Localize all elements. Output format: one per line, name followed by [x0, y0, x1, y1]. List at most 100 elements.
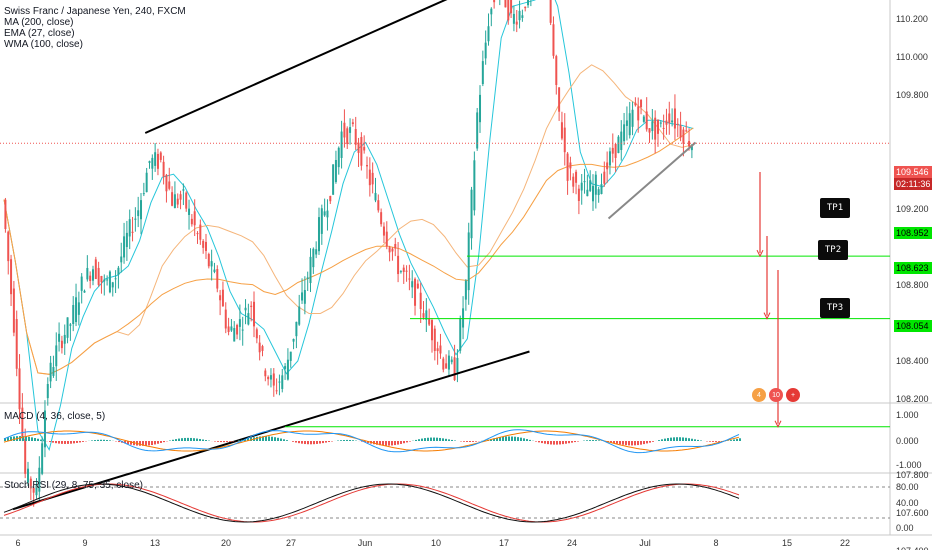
candle-body — [281, 375, 284, 389]
candle-body — [210, 261, 213, 267]
time-tick-label: Jul — [639, 538, 651, 548]
macd-histogram-bar — [415, 439, 417, 441]
macd-histogram-bar — [550, 441, 552, 445]
plus-icon[interactable]: + — [786, 388, 800, 402]
macd-histogram-bar — [64, 441, 66, 444]
macd-histogram-bar — [565, 441, 567, 444]
macd-histogram-bar — [493, 438, 495, 441]
candle-body — [63, 334, 66, 344]
macd-histogram-bar — [619, 441, 621, 445]
macd-histogram-bar — [70, 441, 72, 444]
macd-histogram-bar — [37, 438, 39, 441]
candle-body — [524, 6, 527, 9]
candle-body — [120, 256, 123, 263]
candle-body — [315, 249, 318, 255]
candle-body — [575, 171, 578, 183]
macd-histogram-bar — [307, 441, 309, 445]
macd-histogram-bar — [499, 437, 501, 441]
macd-histogram-bar — [319, 441, 321, 444]
tp2-badge: TP2 — [818, 240, 848, 260]
candle-body — [272, 373, 275, 386]
candle-body — [202, 240, 205, 248]
time-tick-label: 15 — [782, 538, 792, 548]
macd-histogram-bar — [400, 441, 402, 444]
candle-body — [66, 317, 69, 338]
wma-line — [3, 64, 694, 375]
macd-histogram-bar — [304, 441, 306, 445]
symbol-title: Swiss Franc / Japanese Yen, 240, FXCM — [4, 6, 186, 17]
macd-histogram-bar — [469, 441, 471, 443]
candle-body — [481, 61, 484, 85]
candle-body — [75, 297, 78, 323]
macd-histogram-bar — [697, 439, 699, 441]
time-tick-label: 9 — [82, 538, 87, 548]
candle-body — [640, 99, 643, 108]
candle-body — [351, 122, 354, 125]
price-tick-label: 107.400 — [896, 546, 929, 550]
macd-histogram-bar — [52, 441, 54, 443]
macd-line — [3, 429, 740, 454]
candle-body — [15, 319, 18, 369]
candle-body — [600, 184, 603, 195]
macd-histogram-bar — [349, 440, 351, 441]
macd-histogram-bar — [670, 437, 672, 441]
macd-histogram-bar — [544, 441, 546, 444]
time-tick-label: 24 — [567, 538, 577, 548]
macd-histogram-bar — [421, 438, 423, 441]
macd-histogram-bar — [577, 441, 579, 442]
time-tick-label: 10 — [431, 538, 441, 548]
candle-body — [255, 329, 258, 339]
candle-body — [493, 0, 496, 3]
target-arrowhead — [756, 249, 764, 258]
ideas-icon[interactable]: 4 — [752, 388, 766, 402]
candle-body — [114, 278, 117, 280]
candle-body — [464, 280, 467, 300]
macd-histogram-bar — [694, 439, 696, 441]
macd-histogram-bar — [454, 440, 456, 441]
candle-body — [414, 278, 417, 306]
macd-histogram-bar — [646, 441, 648, 444]
candle-body — [216, 269, 219, 289]
candle-body — [507, 0, 510, 21]
macd-histogram-bar — [463, 441, 465, 442]
macd-histogram-bar — [559, 441, 561, 445]
candle-body — [572, 176, 575, 187]
candle-body — [394, 243, 397, 249]
macd-histogram-bar — [406, 441, 408, 443]
candle-body — [43, 410, 46, 448]
macd-histogram-bar — [160, 441, 162, 443]
candle-body — [193, 211, 196, 226]
target-arrowhead — [763, 312, 771, 320]
macd-histogram-bar — [328, 441, 330, 443]
candle-body — [4, 199, 7, 229]
macd-histogram-bar — [613, 441, 615, 444]
macd-histogram-bar — [184, 437, 186, 441]
macd-histogram-bar — [256, 436, 258, 441]
candle-body — [267, 376, 270, 380]
candle-body — [645, 111, 648, 130]
candle-body — [326, 210, 329, 218]
candle-body — [563, 127, 566, 153]
candle-body — [343, 122, 346, 138]
macd-histogram-bar — [631, 441, 633, 446]
macd-histogram-bar — [148, 441, 150, 446]
candle-body — [419, 292, 422, 310]
candle-body — [29, 478, 32, 489]
ma-line — [3, 127, 694, 375]
macd-histogram-bar — [376, 441, 378, 445]
candle-body — [190, 218, 193, 225]
macd-signal-line — [3, 430, 740, 452]
macd-histogram-bar — [505, 436, 507, 441]
macd-histogram-bar — [94, 440, 96, 441]
candle-body — [637, 106, 640, 121]
macd-histogram-bar — [610, 441, 612, 443]
candle-body — [176, 198, 179, 205]
macd-histogram-bar — [553, 441, 555, 445]
time-tick-label: 17 — [499, 538, 509, 548]
candle-body — [459, 318, 462, 351]
comments-icon[interactable]: 10 — [769, 388, 783, 402]
macd-histogram-bar — [439, 437, 441, 441]
macd-histogram-bar — [313, 441, 315, 445]
macd-histogram-bar — [382, 441, 384, 446]
